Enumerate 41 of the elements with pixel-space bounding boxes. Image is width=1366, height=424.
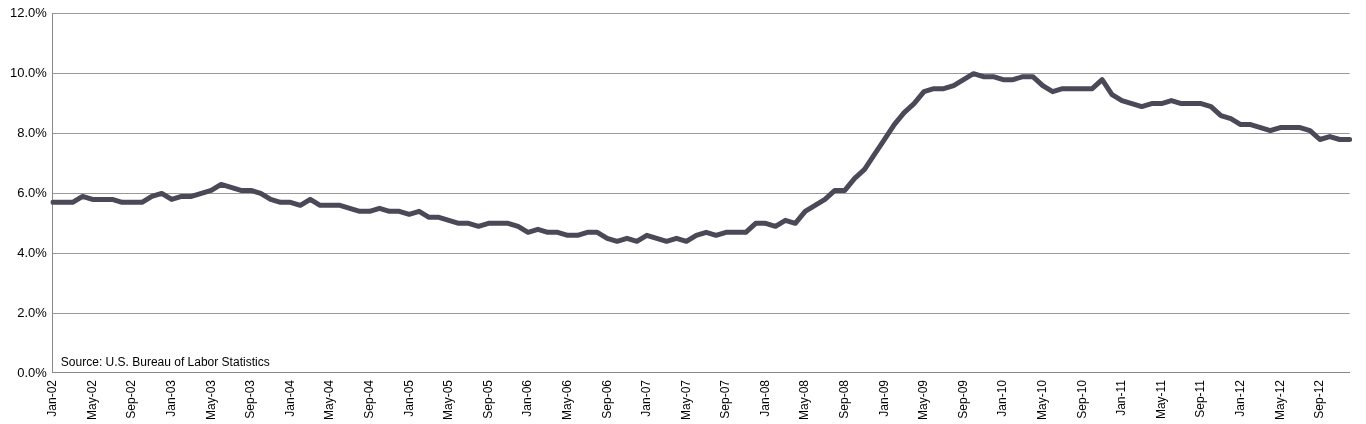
x-tick-label: Sep-09 xyxy=(955,379,970,419)
x-tick-label: Jan-12 xyxy=(1233,379,1248,417)
y-tick-label: 6.0% xyxy=(17,184,48,200)
x-tick-label: May-10 xyxy=(1035,379,1050,420)
x-tick-label: Jan-10 xyxy=(995,379,1010,417)
y-tick-label: 4.0% xyxy=(17,244,48,260)
x-tick-label: Sep-04 xyxy=(361,379,376,419)
x-tick-label: May-05 xyxy=(441,379,456,420)
x-tick-label: Sep-02 xyxy=(124,379,139,419)
x-tick-label: Sep-12 xyxy=(1312,379,1327,419)
x-tick-label: May-03 xyxy=(203,379,218,420)
y-tick-label: 12.0% xyxy=(9,5,48,21)
x-tick-label: Sep-10 xyxy=(1074,379,1089,419)
x-tick-label: Sep-07 xyxy=(718,379,733,419)
x-tick-label: May-09 xyxy=(916,379,931,420)
x-tick-label: Sep-11 xyxy=(1193,379,1208,418)
x-tick-label: Jan-07 xyxy=(639,379,654,417)
y-tick-label: 0.0% xyxy=(17,364,48,380)
x-tick-label: May-06 xyxy=(559,379,574,420)
x-tick-label: Sep-06 xyxy=(599,379,614,419)
x-tick-label: May-02 xyxy=(84,379,99,420)
x-tick-label: Jan-04 xyxy=(282,379,297,417)
x-tick-label: Sep-03 xyxy=(243,379,258,419)
x-tick-label: Jan-05 xyxy=(401,379,416,417)
x-tick-label: Jan-03 xyxy=(163,379,178,417)
x-tick-label: Jan-02 xyxy=(45,379,60,417)
x-tick-label: May-12 xyxy=(1272,379,1287,420)
x-tick-label: May-08 xyxy=(797,379,812,420)
y-tick-label: 2.0% xyxy=(17,304,48,320)
y-tick-label: 10.0% xyxy=(9,65,48,81)
x-tick-label: Sep-08 xyxy=(837,379,852,419)
x-tick-label: May-11 xyxy=(1153,379,1168,420)
annotation: Source: U.S. Bureau of Labor Statistics xyxy=(60,355,270,370)
x-tick-label: Jan-09 xyxy=(876,379,891,417)
x-tick-label: May-07 xyxy=(678,379,693,420)
y-tick-label: 8.0% xyxy=(17,125,48,141)
x-tick-label: Sep-05 xyxy=(480,379,495,419)
x-tick-label: May-04 xyxy=(322,379,337,420)
x-tick-label: Jan-06 xyxy=(520,379,535,417)
x-tick-label: Jan-11 xyxy=(1114,379,1129,416)
x-tick-label: Jan-08 xyxy=(757,379,772,417)
